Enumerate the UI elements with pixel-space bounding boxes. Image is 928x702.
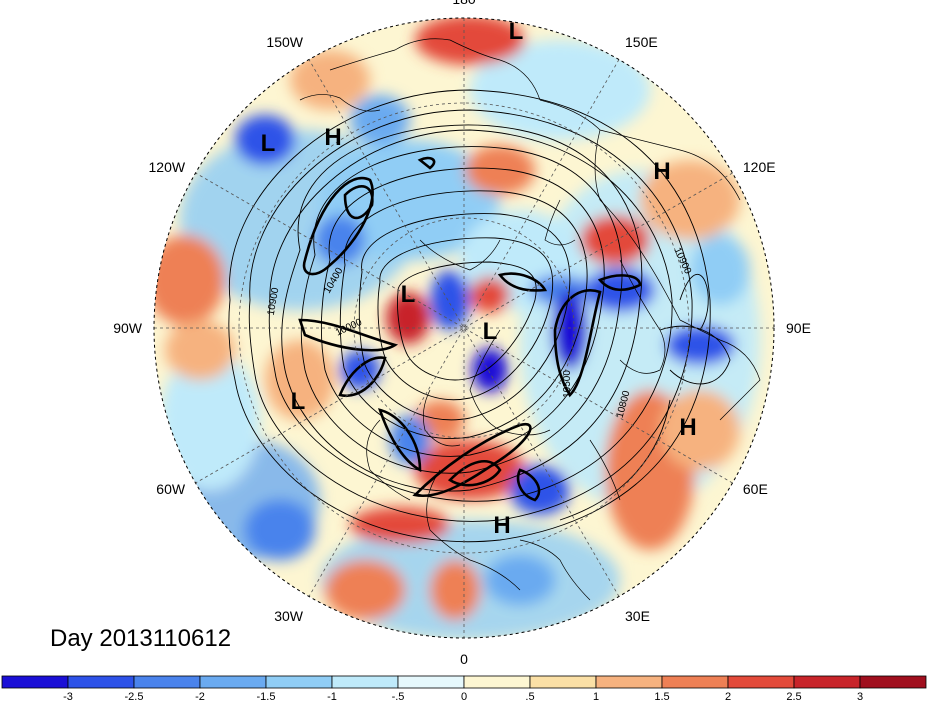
colorbar-tick-1: -2.5 bbox=[125, 691, 144, 702]
colorbar-tick-9: 1.5 bbox=[654, 691, 669, 702]
colorbar-tick-0: -3 bbox=[63, 691, 73, 702]
colorbar-swatch-8 bbox=[529, 675, 597, 689]
coastlines bbox=[299, 38, 761, 601]
graticule bbox=[154, 18, 774, 638]
longitude-label-0: 90E bbox=[786, 320, 811, 336]
colorbar-tick-6: 0 bbox=[461, 691, 467, 702]
longitude-label-2: 30E bbox=[625, 608, 650, 624]
colorbar-swatch-2 bbox=[133, 675, 201, 689]
longitude-label-9: 180 bbox=[452, 0, 476, 7]
colorbar-swatch-13 bbox=[859, 675, 927, 689]
colorbar-tick-12: 3 bbox=[857, 691, 863, 702]
low-center-4: L bbox=[401, 281, 416, 308]
colorbar-swatch-0 bbox=[1, 675, 69, 689]
colorbar-swatch-1 bbox=[67, 675, 135, 689]
longitude-label-5: 60W bbox=[156, 481, 186, 497]
high-center-3: H bbox=[653, 158, 670, 185]
longitude-label-6: 90W bbox=[113, 320, 143, 336]
date-label: Day 2013110612 bbox=[50, 625, 231, 652]
colorbar-swatch-5 bbox=[331, 675, 399, 689]
longitude-label-10: 150E bbox=[625, 34, 658, 50]
colorbar-swatch-3 bbox=[199, 675, 267, 689]
high-center-7: H bbox=[679, 414, 696, 441]
longitude-labels: 90E 60E 30E 0 30W 60W 90W 120W 150W 180 150E 120E bbox=[113, 0, 811, 667]
colorbar-swatch-4 bbox=[265, 675, 333, 689]
colorbar-swatch-9 bbox=[595, 675, 663, 689]
colorbar-tick-11: 2.5 bbox=[786, 691, 801, 702]
jet-contours bbox=[298, 156, 642, 502]
colorbar-tick-7: .5 bbox=[525, 691, 534, 702]
colorbar-tick-8: 1 bbox=[593, 691, 599, 702]
colorbar-tick-2: -2 bbox=[195, 691, 205, 702]
low-center-1: L bbox=[261, 130, 276, 157]
longitude-label-7: 120W bbox=[149, 159, 186, 175]
high-center-2: H bbox=[324, 124, 341, 151]
map-boundary bbox=[153, 17, 775, 639]
colorbar-tick-3: -1.5 bbox=[257, 691, 276, 702]
longitude-label-11: 120E bbox=[743, 159, 776, 175]
geopotential-contours bbox=[228, 89, 731, 543]
colorbar-tick-4: -1 bbox=[327, 691, 337, 702]
longitude-label-8: 150W bbox=[266, 34, 303, 50]
low-center-5: L bbox=[483, 318, 498, 345]
colorbar: -3 -2.5 -2 -1.5 -1 -.5 0 .5 1 1.5 2 2.5 3 bbox=[1, 675, 927, 702]
colorbar-swatch-6 bbox=[397, 675, 465, 689]
contour-label-4: 10500 bbox=[562, 370, 573, 398]
longitude-label-3: 0 bbox=[460, 651, 468, 667]
colorbar-tick-5: -.5 bbox=[392, 691, 405, 702]
low-center-0: L bbox=[509, 18, 524, 45]
high-center-8: H bbox=[493, 512, 510, 539]
colorbar-swatch-7 bbox=[463, 675, 531, 689]
longitude-label-1: 60E bbox=[743, 481, 768, 497]
colorbar-tick-10: 2 bbox=[725, 691, 731, 702]
colorbar-swatch-12 bbox=[793, 675, 861, 689]
longitude-label-4: 30W bbox=[274, 608, 304, 624]
pressure-centers: L L H H L L L H H bbox=[261, 18, 697, 539]
colorbar-swatch-11 bbox=[727, 675, 795, 689]
colorbar-swatch-10 bbox=[661, 675, 729, 689]
contour-label-1: 10900 bbox=[266, 286, 282, 316]
low-center-6: L bbox=[291, 388, 306, 415]
